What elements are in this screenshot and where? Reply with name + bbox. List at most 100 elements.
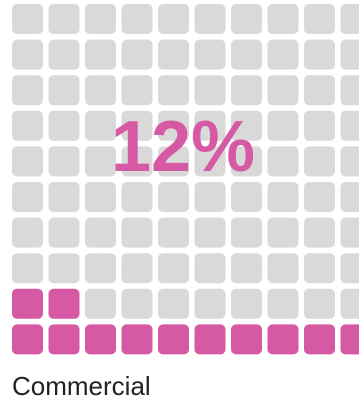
empty-cell <box>12 4 43 34</box>
empty-cell <box>340 253 359 284</box>
empty-cell <box>158 110 189 141</box>
empty-cell <box>85 146 116 177</box>
empty-cell <box>340 4 359 34</box>
empty-cell <box>267 39 299 70</box>
empty-cell <box>340 75 359 106</box>
empty-cell <box>48 110 80 141</box>
empty-cell <box>121 146 153 177</box>
empty-cell <box>158 4 189 34</box>
empty-cell <box>340 146 359 177</box>
empty-cell <box>121 253 153 284</box>
empty-cell <box>304 217 335 248</box>
empty-cell <box>340 288 359 319</box>
empty-cell <box>12 110 43 141</box>
empty-cell <box>267 75 299 106</box>
empty-cell <box>12 182 43 212</box>
filled-cell <box>194 324 226 355</box>
value-label: 12% <box>111 107 255 187</box>
empty-cell <box>121 217 153 248</box>
empty-cell <box>48 253 80 284</box>
empty-cell <box>231 253 262 284</box>
empty-cell <box>267 217 299 248</box>
empty-cell <box>231 217 262 248</box>
filled-cell <box>48 288 80 319</box>
empty-cell <box>194 75 226 106</box>
empty-cell <box>194 217 226 248</box>
empty-cell <box>121 110 153 141</box>
filled-cell <box>267 324 299 355</box>
empty-cell <box>85 182 116 212</box>
empty-cell <box>12 75 43 106</box>
empty-cell <box>48 4 80 34</box>
waffle-grid <box>12 4 359 355</box>
empty-cell <box>85 75 116 106</box>
empty-cell <box>85 110 116 141</box>
empty-cell <box>231 110 262 141</box>
empty-cell <box>194 253 226 284</box>
filled-cell <box>231 324 262 355</box>
empty-cell <box>267 288 299 319</box>
empty-cell <box>194 4 226 34</box>
empty-cell <box>304 146 335 177</box>
empty-cell <box>267 4 299 34</box>
empty-cell <box>158 39 189 70</box>
filled-cell <box>12 324 43 355</box>
empty-cell <box>304 75 335 106</box>
empty-cell <box>12 146 43 177</box>
empty-cell <box>158 253 189 284</box>
empty-cell <box>158 75 189 106</box>
empty-cell <box>340 217 359 248</box>
empty-cell <box>12 39 43 70</box>
empty-cell <box>267 253 299 284</box>
empty-cell <box>231 75 262 106</box>
empty-cell <box>231 4 262 34</box>
empty-cell <box>304 253 335 284</box>
empty-cell <box>194 146 226 177</box>
empty-cell <box>48 75 80 106</box>
empty-cell <box>121 4 153 34</box>
empty-cell <box>194 182 226 212</box>
empty-cell <box>340 182 359 212</box>
empty-cell <box>12 253 43 284</box>
empty-cell <box>304 4 335 34</box>
filled-cell <box>158 324 189 355</box>
empty-cell <box>304 39 335 70</box>
empty-cell <box>158 182 189 212</box>
empty-cell <box>85 288 116 319</box>
filled-cell <box>48 324 80 355</box>
empty-cell <box>121 182 153 212</box>
empty-cell <box>267 182 299 212</box>
empty-cell <box>158 217 189 248</box>
filled-cell <box>85 324 116 355</box>
empty-cell <box>231 39 262 70</box>
empty-cell <box>85 253 116 284</box>
empty-cell <box>158 146 189 177</box>
empty-cell <box>121 75 153 106</box>
empty-cell <box>12 217 43 248</box>
empty-cell <box>231 288 262 319</box>
empty-cell <box>340 39 359 70</box>
empty-cell <box>267 146 299 177</box>
category-label: Commercial <box>12 371 151 401</box>
empty-cell <box>231 146 262 177</box>
empty-cell <box>194 110 226 141</box>
empty-cell <box>48 182 80 212</box>
filled-cell <box>12 288 43 319</box>
empty-cell <box>85 217 116 248</box>
empty-cell <box>48 146 80 177</box>
empty-cell <box>48 217 80 248</box>
empty-cell <box>231 182 262 212</box>
filled-cell <box>121 324 153 355</box>
empty-cell <box>121 39 153 70</box>
filled-cell <box>340 324 359 355</box>
empty-cell <box>304 182 335 212</box>
empty-cell <box>48 39 80 70</box>
empty-cell <box>194 39 226 70</box>
empty-cell <box>304 110 335 141</box>
filled-cell <box>304 324 335 355</box>
empty-cell <box>194 288 226 319</box>
empty-cell <box>267 110 299 141</box>
empty-cell <box>121 288 153 319</box>
empty-cell <box>340 110 359 141</box>
